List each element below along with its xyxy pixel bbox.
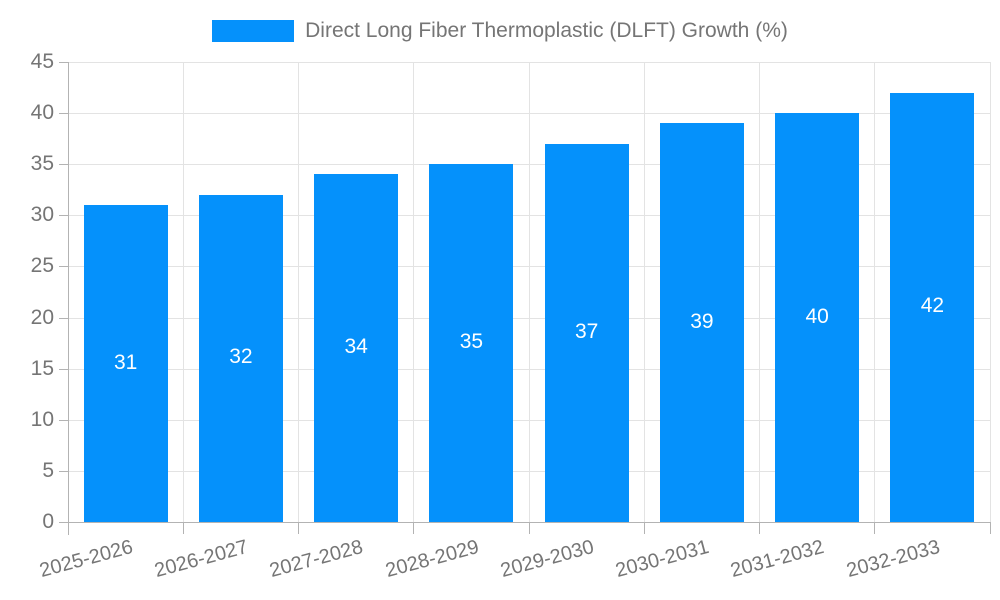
bar: 42 xyxy=(890,92,975,522)
bar: 32 xyxy=(198,194,283,522)
x-tick-label: 2027-2028 xyxy=(267,536,366,583)
x-tick-mark xyxy=(182,522,184,534)
bar-value-label: 42 xyxy=(920,294,945,318)
x-tick-label: 2030-2031 xyxy=(613,536,712,583)
x-gridline xyxy=(989,62,991,522)
y-tick-label: 20 xyxy=(30,305,54,329)
y-tick-mark xyxy=(59,113,68,115)
x-tick-mark xyxy=(413,522,415,534)
bar-value-label: 37 xyxy=(574,319,599,343)
bar: 31 xyxy=(83,205,168,522)
bar-value-label: 40 xyxy=(805,304,829,328)
x-tick-label: 2026-2027 xyxy=(152,536,251,583)
x-tick-label: 2032-2033 xyxy=(843,536,943,583)
bar-value-label: 31 xyxy=(113,350,138,374)
y-tick-mark xyxy=(59,62,68,63)
x-tick-mark xyxy=(528,522,530,534)
bar: 34 xyxy=(314,174,399,522)
y-tick-label: 25 xyxy=(30,254,54,278)
x-gridline xyxy=(643,62,645,522)
y-tick-mark xyxy=(59,522,68,523)
x-tick-mark xyxy=(874,522,876,534)
bar: 39 xyxy=(659,123,744,522)
x-tick-label: 2031-2032 xyxy=(728,536,827,583)
x-tick-mark xyxy=(759,522,760,534)
y-tick-mark xyxy=(59,368,68,370)
bar: 35 xyxy=(429,164,514,522)
y-tick-mark xyxy=(59,470,68,472)
bar: 40 xyxy=(775,113,860,522)
legend-label: Direct Long Fiber Thermoplastic (DLFT) G… xyxy=(305,19,788,42)
legend: Direct Long Fiber Thermoplastic (DLFT) G… xyxy=(0,14,1000,48)
x-gridline xyxy=(413,62,415,522)
y-tick-label: 35 xyxy=(30,152,54,176)
x-tick-label: 2028-2029 xyxy=(382,536,482,583)
x-gridline xyxy=(528,62,530,522)
x-tick-mark xyxy=(67,522,69,534)
y-tick-label: 15 xyxy=(30,356,54,380)
y-tick-label: 10 xyxy=(30,407,54,431)
y-gridline xyxy=(68,62,990,63)
y-tick-label: 45 xyxy=(30,50,54,73)
bar-value-label: 39 xyxy=(690,309,714,333)
x-gridline xyxy=(874,62,876,522)
bar-value-label: 32 xyxy=(229,345,253,369)
y-axis-line xyxy=(68,62,69,535)
y-tick-mark xyxy=(59,266,68,268)
bar-value-label: 34 xyxy=(344,335,368,359)
plot-area: 0 5 10 15 20 25 30 35 40 45 2025-2026 2026-2027 2027… xyxy=(31,51,991,582)
y-tick-mark xyxy=(59,419,68,421)
y-tick-label: 30 xyxy=(30,203,54,227)
bar: 37 xyxy=(544,143,629,522)
x-tick-mark xyxy=(989,522,991,534)
x-tick-mark xyxy=(298,522,299,534)
x-axis-line xyxy=(68,522,990,523)
y-tick-mark xyxy=(59,215,68,217)
x-tick-label: 2029-2030 xyxy=(498,536,597,583)
x-tick-label: 2025-2026 xyxy=(37,536,136,583)
y-tick-mark xyxy=(59,317,68,319)
x-gridline xyxy=(182,62,184,522)
x-tick-mark xyxy=(643,522,645,534)
x-gridline xyxy=(298,62,299,522)
y-tick-label: 5 xyxy=(42,458,54,482)
legend-swatch xyxy=(212,20,295,42)
x-gridline xyxy=(759,62,760,522)
y-tick-label: 40 xyxy=(30,101,54,125)
y-tick-mark xyxy=(59,164,68,166)
bar-value-label: 35 xyxy=(459,330,484,354)
y-tick-label: 0 xyxy=(42,510,54,533)
